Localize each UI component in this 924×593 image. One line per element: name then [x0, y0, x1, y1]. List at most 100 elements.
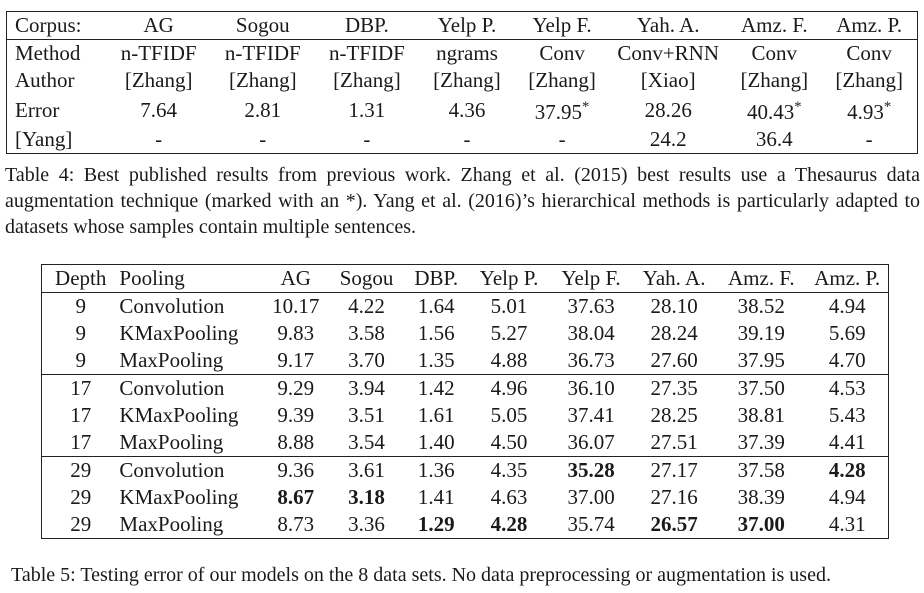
table-cell: 37.95*: [534, 99, 590, 124]
table-row: 9 KMaxPooling 9.83 3.58 1.56 5.27 38.04 28.24 39…: [42, 320, 889, 347]
table-cell: 3.61: [328, 456, 405, 484]
table-cell: Conv: [751, 41, 798, 65]
table-cell: 27.17: [632, 456, 717, 484]
table-cell: 27.35: [632, 374, 717, 402]
table-cell: -: [865, 127, 873, 151]
table-cell: 35.74: [567, 512, 615, 536]
column-header: Depth: [41, 264, 120, 293]
table-cell: 37.39: [737, 430, 785, 454]
table-5: Depth Pooling AG Sogou DBP. Yelp P. Yelp F. Yah…: [41, 264, 889, 539]
table-row: [Yang] - - - - - 24.2 36.4 -: [7, 126, 918, 154]
table-cell: 37.00: [737, 512, 785, 536]
table-cell: 38.04: [567, 321, 615, 345]
table-cell: -: [259, 127, 267, 151]
table-cell: 28.10: [650, 294, 698, 318]
table-cell: 8.88: [277, 430, 315, 454]
table-cell: 36.73: [567, 348, 615, 372]
table-cell: 37.63: [567, 294, 615, 318]
table-row: Error 7.64 2.81 1.31 4.36 37.95* 28.26 40.43* 4.…: [7, 94, 918, 126]
column-header: Corpus:: [6, 11, 107, 40]
table-cell: 4.53: [806, 374, 889, 402]
table-cell: KMaxPooling: [119, 321, 239, 345]
table-cell: 4.70: [828, 348, 866, 372]
column-header: DBP.: [404, 264, 469, 293]
table-cell: KMaxPooling: [119, 485, 239, 509]
table-cell: 4.88: [490, 348, 528, 372]
table-cell: 7.64: [140, 97, 178, 122]
table-cell: [Zhang]: [740, 68, 809, 92]
table-cell: Conv: [539, 41, 585, 65]
table-cell: 28.25: [650, 403, 698, 427]
table-cell: 5.43: [828, 403, 866, 427]
table-cell: 28.24: [650, 321, 698, 345]
table-cell: 37.95: [737, 348, 785, 372]
column-header: AG: [262, 264, 329, 293]
table-cell: 3.18: [348, 485, 385, 509]
table-cell: 36.4: [755, 127, 793, 151]
table-cell: -: [558, 127, 566, 151]
table-cell: 4.31: [828, 512, 866, 536]
table-cell: 1.31: [348, 97, 386, 122]
table-cell: 1.42: [404, 374, 469, 402]
column-header: Yelp F.: [515, 11, 610, 40]
table-row: Method n-TFIDF n-TFIDF n-TFIDF ngrams Conv Con…: [7, 40, 918, 68]
table-cell: 37.50: [716, 374, 807, 402]
table-row: 29 MaxPooling 8.73 3.36 1.29 4.28 35.74 26.57 37…: [42, 511, 889, 539]
column-header: Yah. A.: [609, 11, 728, 40]
table-cell: 3.51: [348, 403, 385, 427]
table-cell: 39.19: [737, 321, 785, 345]
table-row: Author [Zhang] [Zhang] [Zhang] [Zhang] [Zhang…: [7, 67, 918, 94]
column-header: Sogou: [328, 264, 405, 293]
table-cell: -: [155, 127, 163, 151]
table-cell: 3.94: [328, 374, 405, 402]
table-cell: 29: [70, 512, 92, 536]
table-cell: 29: [41, 456, 120, 484]
table-cell: ngrams: [436, 41, 498, 65]
table-cell: 4.35: [468, 456, 551, 484]
table-cell: 38.81: [737, 403, 785, 427]
header-row: Depth Pooling AG Sogou DBP. Yelp P. Yelp F. Yah…: [41, 264, 889, 293]
column-header: Yelp P.: [468, 264, 551, 293]
table-cell: 4.94: [828, 485, 866, 509]
table-cell: 1.64: [417, 294, 455, 318]
table-row: 17 KMaxPooling 9.39 3.51 1.61 5.05 37.41 28.25 3…: [42, 402, 889, 429]
table-cell: 4.28: [490, 512, 528, 536]
table-cell: 4.36: [448, 97, 486, 122]
table-cell: KMaxPooling: [119, 403, 239, 427]
table-cell: [Zhang]: [124, 68, 193, 92]
table-cell: 1.61: [417, 403, 455, 427]
table-cell: n-TFIDF: [328, 41, 405, 65]
column-header: Amz. P.: [806, 264, 889, 293]
table-row: 29 KMaxPooling 8.67 3.18 1.41 4.63 37.00 27.16 3…: [42, 484, 889, 511]
table-cell: Error: [15, 97, 60, 122]
table-cell: 1.40: [417, 430, 455, 454]
column-header: Yelp F.: [550, 264, 633, 293]
table-cell: 36.07: [567, 430, 615, 454]
table-cell: 1.36: [404, 456, 469, 484]
table-cell: 5.27: [490, 321, 528, 345]
table-cell: 27.51: [650, 430, 698, 454]
table-cell: 5.01: [490, 294, 528, 318]
table-cell: 38.39: [737, 485, 785, 509]
table-cell: Author: [15, 68, 75, 92]
table-cell: [Zhang]: [835, 68, 903, 92]
column-header: Amz. F.: [727, 11, 822, 40]
table-cell: 1.41: [417, 485, 455, 509]
table-cell: Conv+RNN: [617, 41, 720, 65]
table-cell: [Zhang]: [528, 68, 596, 92]
header-row: Corpus: AG Sogou DBP. Yelp P. Yelp F. Yah. A. A…: [6, 11, 918, 40]
table-cell: 3.54: [348, 430, 385, 454]
table-cell: -: [463, 127, 471, 151]
table-cell: [Zhang]: [433, 68, 501, 92]
table-cell: Convolution: [119, 374, 263, 402]
column-header: AG: [106, 11, 211, 40]
table-cell: 4.50: [490, 430, 528, 454]
table-cell: 4.28: [806, 456, 889, 484]
table-cell: 36.10: [550, 374, 633, 402]
table-cell: 9: [75, 348, 86, 372]
table-cell: 28.26: [644, 97, 692, 122]
table-cell: MaxPooling: [119, 348, 224, 372]
table-cell: 26.57: [650, 512, 698, 536]
table-cell: 1.35: [417, 348, 455, 372]
table-cell: Conv: [846, 41, 892, 65]
